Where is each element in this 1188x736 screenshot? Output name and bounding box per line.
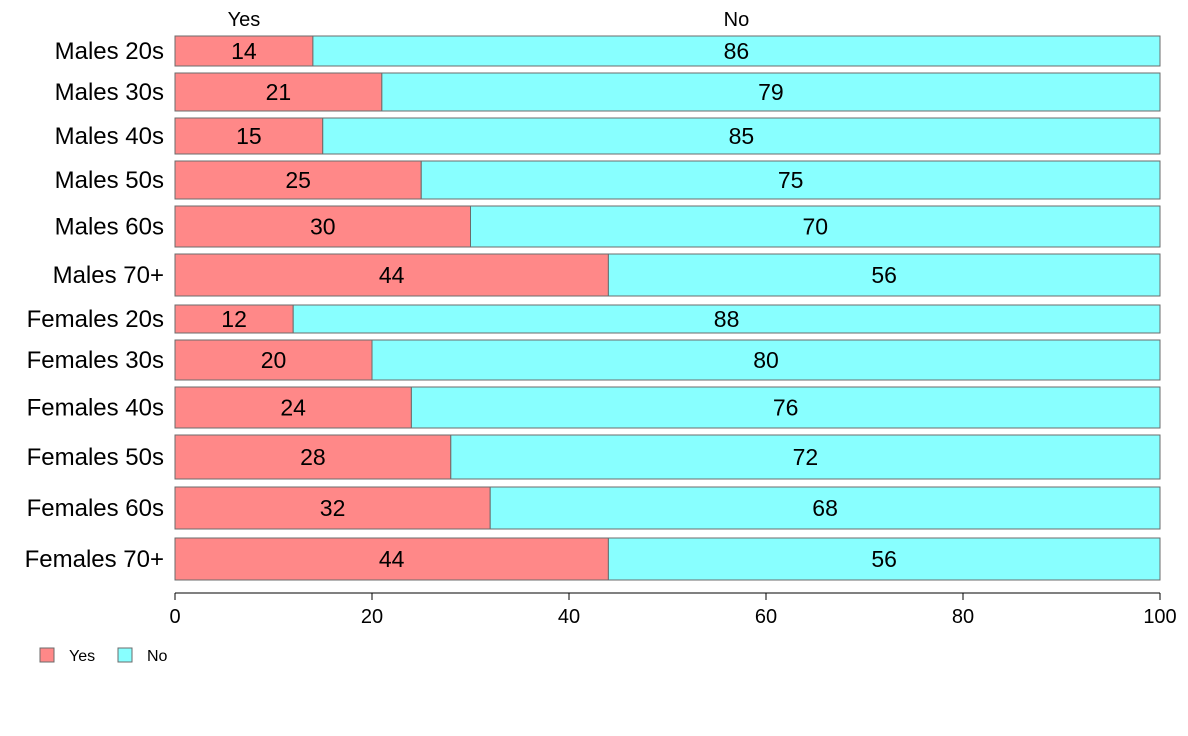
x-tick-label: 60 — [755, 606, 777, 628]
data-label-yes: 21 — [266, 79, 292, 105]
data-label-yes: 44 — [379, 546, 405, 572]
legend-label-yes: Yes — [69, 648, 95, 665]
bar-segment-no — [322, 117, 1161, 155]
data-label-no: 75 — [778, 167, 804, 193]
data-label-yes: 14 — [231, 38, 257, 64]
bar-segment-yes — [174, 434, 452, 480]
category-label: Males 70+ — [53, 262, 164, 289]
bar-row-males-70plus: Males 70+ 44 56 — [53, 253, 1161, 297]
bar-segment-yes — [174, 160, 422, 200]
data-label-no: 79 — [758, 79, 784, 105]
legend-swatch-no — [117, 647, 133, 663]
bar-row-females-20s: Females 20s 12 88 — [27, 304, 1161, 334]
data-label-no: 56 — [871, 262, 897, 288]
bar-segment-yes — [174, 205, 471, 248]
data-label-no: 68 — [812, 495, 838, 521]
legend-swatch-yes — [39, 647, 55, 663]
data-label-no: 85 — [729, 123, 755, 149]
bar-segment-no — [470, 205, 1161, 248]
bar-row-males-30s: Males 30s 21 79 — [55, 72, 1161, 112]
data-label-yes: 12 — [221, 306, 247, 332]
bar-row-females-60s: Females 60s 32 68 — [27, 486, 1161, 530]
bar-segment-yes — [174, 35, 314, 67]
bar-segment-no — [312, 35, 1161, 67]
data-label-no: 76 — [773, 395, 799, 421]
category-label: Females 30s — [27, 347, 164, 374]
x-tick-label: 0 — [169, 606, 180, 628]
bar-segment-no — [607, 537, 1161, 581]
category-label: Females 20s — [27, 306, 164, 333]
category-label: Males 40s — [55, 123, 164, 150]
column-header-no: No — [724, 9, 750, 31]
data-label-no: 70 — [802, 214, 828, 240]
bar-row-females-50s: Females 50s 28 72 — [27, 434, 1161, 480]
data-label-yes: 44 — [379, 262, 405, 288]
data-label-yes: 32 — [320, 495, 346, 521]
category-label: Females 50s — [27, 444, 164, 471]
bar-segment-no — [420, 160, 1161, 200]
bar-row-females-40s: Females 40s 24 76 — [27, 386, 1161, 429]
bar-row-females-70plus: Females 70+ 44 56 — [25, 537, 1161, 581]
bar-segment-no — [607, 253, 1161, 297]
bar-segment-no — [381, 72, 1161, 112]
data-label-yes: 30 — [310, 214, 336, 240]
category-label: Males 30s — [55, 79, 164, 106]
data-label-no: 80 — [753, 347, 779, 373]
bar-segment-no — [450, 434, 1161, 480]
x-tick-label: 40 — [558, 606, 580, 628]
bar-row-males-40s: Males 40s 15 85 — [55, 117, 1161, 155]
bar-segment-no — [292, 304, 1161, 334]
bar-row-males-20s: Males 20s 14 86 — [55, 35, 1161, 67]
data-label-yes: 20 — [261, 347, 287, 373]
x-tick-label: 100 — [1143, 606, 1176, 628]
x-tick-label: 20 — [361, 606, 383, 628]
category-label: Males 60s — [55, 214, 164, 241]
bar-segment-no — [489, 486, 1161, 530]
category-label: Males 20s — [55, 38, 164, 65]
data-label-yes: 25 — [285, 167, 311, 193]
bar-segment-yes — [174, 304, 294, 334]
data-label-no: 72 — [793, 444, 819, 470]
bar-segment-yes — [174, 486, 491, 530]
data-label-no: 88 — [714, 306, 740, 332]
bar-row-males-60s: Males 60s 30 70 — [55, 205, 1161, 248]
bar-segment-no — [410, 386, 1161, 429]
bar-row-males-50s: Males 50s 25 75 — [55, 160, 1161, 200]
category-label: Females 40s — [27, 395, 164, 422]
category-label: Males 50s — [55, 167, 164, 194]
bar-row-females-30s: Females 30s 20 80 — [27, 339, 1161, 381]
data-label-yes: 15 — [236, 123, 262, 149]
bar-segment-yes — [174, 72, 383, 112]
legend-label-no: No — [147, 648, 168, 665]
data-label-yes: 28 — [300, 444, 326, 470]
bar-segment-yes — [174, 537, 609, 581]
x-tick-label: 80 — [952, 606, 974, 628]
data-label-yes: 24 — [280, 395, 306, 421]
column-header-yes: Yes — [228, 9, 261, 31]
bar-segment-yes — [174, 386, 412, 429]
data-label-no: 56 — [871, 546, 897, 572]
category-label: Females 60s — [27, 495, 164, 522]
bar-segment-yes — [174, 117, 324, 155]
category-label: Females 70+ — [25, 546, 164, 573]
legend: Yes No — [39, 647, 168, 665]
bar-segment-no — [371, 339, 1161, 381]
data-label-no: 86 — [724, 38, 750, 64]
